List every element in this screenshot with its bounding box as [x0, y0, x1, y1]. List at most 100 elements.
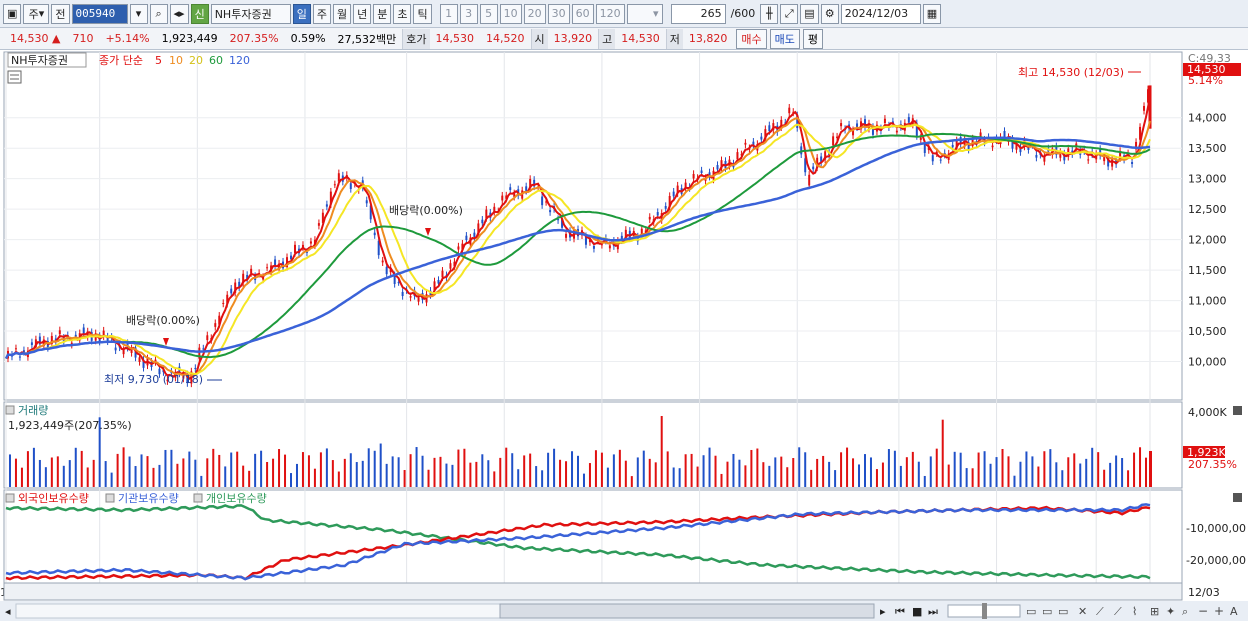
interval-120-button[interactable]: 120 [595, 3, 625, 24]
interval-3-button[interactable]: 3 [459, 3, 478, 24]
volume-bar [146, 456, 149, 487]
candle-body [501, 195, 504, 201]
candle-body [278, 263, 281, 270]
volume-bar [618, 449, 621, 487]
candle-type-icon[interactable]: ╫ [760, 3, 779, 24]
volume-bar [529, 453, 532, 487]
candle-body [549, 210, 552, 213]
eval-button[interactable]: 평 [802, 28, 824, 49]
period-month-tab[interactable]: 월 [332, 3, 352, 24]
high-price: 14,530 [621, 32, 660, 45]
interval-dropdown[interactable]: ▾ [626, 3, 663, 24]
scroll-right-icon[interactable]: ▸ [880, 605, 886, 618]
volume-bar [1031, 456, 1034, 487]
tool-icon-1[interactable]: ✕ [1078, 605, 1087, 618]
magnify-icon[interactable]: ⌕ [1182, 605, 1188, 618]
font-icon[interactable]: A [1230, 605, 1238, 618]
volume-bar [881, 462, 884, 487]
tool-icon-4[interactable]: ⌇ [1132, 605, 1137, 618]
stop-icon[interactable]: ■ [912, 605, 922, 618]
save-icon[interactable]: ▤ [800, 3, 819, 24]
zoom-in-icon[interactable]: + [1214, 604, 1224, 618]
zoom-slider-handle[interactable] [982, 603, 987, 619]
candle-body [246, 274, 249, 280]
candle-body [863, 119, 866, 128]
period-minute-tab[interactable]: 분 [373, 3, 392, 24]
scrollbar-thumb[interactable] [499, 603, 875, 619]
dividend-marker-1 [163, 338, 169, 346]
candle-body [800, 146, 803, 155]
interval-10-button[interactable]: 10 [499, 3, 522, 24]
prev-button[interactable]: 전 [51, 3, 70, 24]
tool-icon-6[interactable]: ✦ [1166, 605, 1175, 618]
volume-bar [571, 451, 574, 487]
volume-bar [116, 453, 119, 487]
ma60-line [5, 132, 1151, 359]
candle-body [561, 218, 564, 228]
period-second-tab[interactable]: 초 [393, 3, 412, 24]
date-input[interactable]: 2024/12/03 [840, 3, 921, 24]
calendar-icon[interactable]: ▦ [922, 3, 942, 24]
sound-icon[interactable]: ◂▸ [169, 3, 189, 24]
tool-icon-3[interactable]: ⟋ [1114, 605, 1122, 618]
candle-body [50, 335, 53, 345]
volume-bar [840, 452, 843, 487]
search-icon[interactable]: ⌕ [149, 3, 168, 24]
last-page-icon[interactable]: ⏭ [928, 605, 938, 618]
count-input[interactable]: 265 [670, 3, 726, 24]
volume-bar [852, 458, 855, 487]
stock-code-input[interactable]: 005940 [71, 3, 128, 24]
volume-bar [588, 463, 591, 487]
stock-chart[interactable]: 14,000 13,500 13,000 12,500 12,000 11,500 11,0… [0, 50, 1248, 621]
candle-body [513, 193, 516, 197]
tool-icon-2[interactable]: ⟋ [1096, 605, 1104, 618]
period-tick-tab[interactable]: 틱 [413, 3, 432, 24]
candle-body [437, 279, 440, 284]
volume-close-icon[interactable] [1233, 406, 1242, 415]
candle-body [293, 244, 296, 253]
volume-bar [1073, 453, 1076, 487]
interval-20-button[interactable]: 20 [523, 3, 546, 24]
buy-order-button[interactable]: 매수 [736, 28, 767, 49]
volume-bar [660, 416, 663, 487]
ma60-label: 60 [209, 54, 223, 67]
volume-bar [983, 451, 986, 487]
interval-30-button[interactable]: 30 [547, 3, 570, 24]
period-week-tab[interactable]: 주 [312, 3, 331, 24]
window-menu-icon[interactable]: ▣ [3, 3, 22, 24]
volume-bar [290, 473, 293, 487]
interval-5-button[interactable]: 5 [479, 3, 498, 24]
layout-icon-2[interactable]: ▭ [1042, 605, 1052, 618]
first-page-icon[interactable]: ⏮ [895, 605, 905, 618]
candle-body [42, 339, 45, 346]
volume-bar [1061, 470, 1064, 487]
holdings-close-icon[interactable] [1233, 493, 1242, 502]
tool-icon-5[interactable]: ⊞ [1150, 605, 1159, 618]
volume-bar [887, 449, 890, 487]
unit-select[interactable]: 주 ▾ [23, 3, 50, 24]
y-tick-label: 14,000 [1188, 112, 1227, 125]
period-day-tab[interactable]: 일 [292, 3, 311, 24]
volume-bar [971, 468, 974, 487]
code-dropdown-icon[interactable]: ▾ [129, 3, 148, 24]
candle-body [752, 141, 755, 146]
interval-1-button[interactable]: 1 [439, 3, 458, 24]
scroll-left-icon[interactable]: ◂ [5, 605, 11, 618]
candle-body [608, 245, 611, 249]
candle-body [648, 216, 651, 220]
candle-body [808, 174, 811, 186]
layout-icon-1[interactable]: ▭ [1026, 605, 1036, 618]
gear-icon[interactable]: ⚙ [820, 3, 839, 24]
indicator-table-icon[interactable] [7, 70, 22, 84]
volume-bar [869, 457, 872, 487]
candle-body [393, 275, 396, 284]
period-year-tab[interactable]: 년 [353, 3, 372, 24]
draw-tool-icon[interactable]: ⤢ [780, 3, 799, 24]
sell-order-button[interactable]: 매도 [769, 28, 800, 49]
candle-body [760, 136, 763, 140]
candle-body [545, 201, 548, 203]
interval-60-button[interactable]: 60 [571, 3, 594, 24]
volume-bar [935, 448, 938, 487]
zoom-out-icon[interactable]: − [1198, 604, 1208, 618]
layout-icon-3[interactable]: ▭ [1058, 605, 1068, 618]
